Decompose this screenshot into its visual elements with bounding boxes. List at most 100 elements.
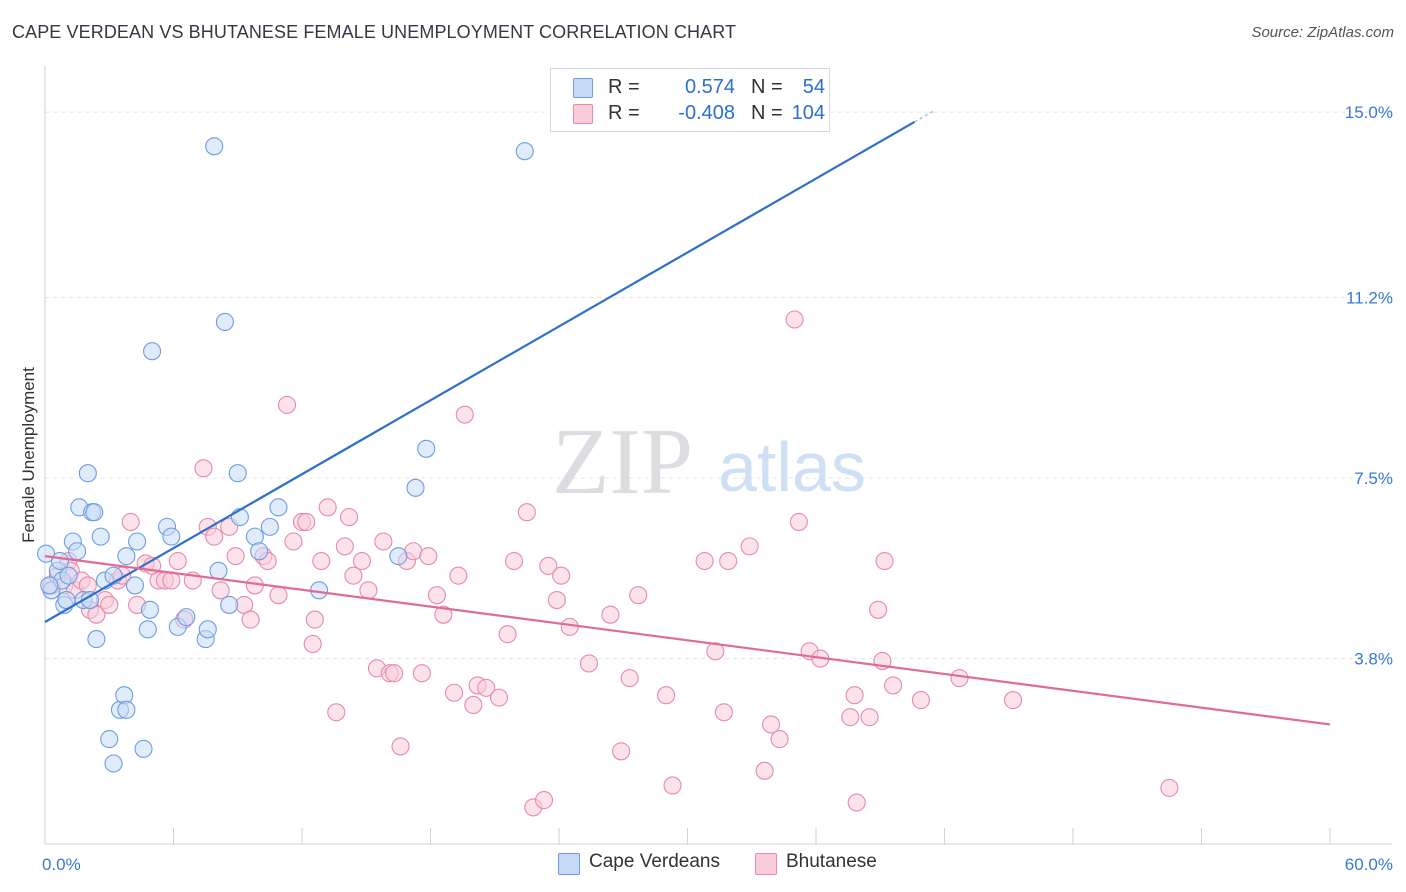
bhutanese-point xyxy=(205,527,224,546)
legend-r-value: 0.574 xyxy=(684,76,735,98)
bhutanese-point xyxy=(211,581,230,600)
bhutanese-point xyxy=(911,691,930,710)
cape-verdean-point xyxy=(117,547,136,566)
bhutanese-point xyxy=(884,676,903,695)
cape-verdean-point xyxy=(269,498,288,517)
bhutanese-point xyxy=(629,586,648,605)
bhutanese-point xyxy=(340,508,359,527)
bhutanese-point xyxy=(706,642,725,661)
bhutanese-point xyxy=(601,605,620,624)
bhutanese-point xyxy=(412,664,431,683)
legend-n-value: 54 xyxy=(802,76,825,98)
cape-verdean-point xyxy=(389,547,408,566)
bhutanese-point xyxy=(427,586,446,605)
cape-verdean-point xyxy=(68,542,87,561)
bhutanese-point xyxy=(785,310,804,329)
cape-verdean-point xyxy=(100,730,119,749)
cape-verdean-point xyxy=(59,566,78,585)
y-tick-label: 3.8% xyxy=(1354,650,1393,669)
cape-verdean-point xyxy=(228,464,247,483)
bhutanese-point xyxy=(950,669,969,688)
bhutanese-point xyxy=(385,664,404,683)
cape-verdean-point xyxy=(87,630,106,649)
legend-label: Cape Verdeans xyxy=(589,851,720,872)
bhutanese-point xyxy=(194,459,213,478)
cape-verdean-point xyxy=(177,608,196,627)
bhutanese-point xyxy=(477,678,496,697)
cape-verdean-point xyxy=(140,600,159,619)
bhutanese-point xyxy=(335,537,354,556)
legend-r-label: R = xyxy=(608,102,640,124)
cape-verdean-point xyxy=(209,561,228,580)
cape-verdean-point xyxy=(128,532,147,551)
x-tick-label: 60.0% xyxy=(1345,855,1393,874)
bhutanese-point xyxy=(327,703,346,722)
bhutanese-point xyxy=(419,547,438,566)
axes xyxy=(44,66,1392,845)
cape-verdean-point xyxy=(50,551,70,571)
cape-verdean-point xyxy=(91,527,110,546)
bhutanese-point xyxy=(740,537,759,556)
gridlines xyxy=(45,111,1392,660)
x-tick-labels: 0.0% 60.0% xyxy=(42,855,1393,874)
bhutanese-point xyxy=(100,595,119,614)
cape-verdean-point xyxy=(162,527,181,546)
bhutanese-point xyxy=(1160,778,1179,797)
legend-swatch-blue xyxy=(558,853,580,875)
bhutanese-point xyxy=(269,586,288,605)
chart-title: CAPE VERDEAN VS BHUTANESE FEMALE UNEMPLO… xyxy=(12,22,737,42)
legend-r-label: R = xyxy=(608,76,640,98)
y-tick-label: 11.2% xyxy=(1346,289,1393,308)
cape-verdean-point xyxy=(260,517,279,536)
cape-verdean-point xyxy=(406,478,425,497)
bhutanese-point xyxy=(498,625,517,644)
cape-verdean-point xyxy=(104,754,123,773)
bhutanese-point xyxy=(455,405,474,424)
bhutanese-point xyxy=(404,542,423,561)
cape-verdean-point xyxy=(205,137,224,156)
bhutanese-point xyxy=(359,581,378,600)
bhutanese-point xyxy=(297,512,316,532)
legend-swatch-pink xyxy=(573,104,593,124)
legend-n-value: 104 xyxy=(791,102,825,124)
bhutanese-point xyxy=(560,617,579,636)
cape-verdean-point xyxy=(37,544,56,563)
cape-verdean-point xyxy=(134,739,153,758)
bhutanese-point xyxy=(489,688,509,707)
cape-verdean-trend-line xyxy=(44,120,916,623)
bhutanese-point xyxy=(226,547,245,566)
bhutanese-point xyxy=(374,532,393,551)
bhutanese-point xyxy=(318,498,337,517)
y-tick-labels: 3.8% 7.5% 11.2% 15.0% xyxy=(1345,103,1393,668)
bhutanese-point xyxy=(534,791,554,810)
bhutanese-point xyxy=(312,551,331,571)
bhutanese-point xyxy=(841,708,860,727)
cape-verdean-point xyxy=(515,142,534,161)
legend-swatch-pink xyxy=(755,853,777,875)
bhutanese-point xyxy=(755,761,774,780)
cape-verdean-point xyxy=(215,312,234,331)
bhutanese-point xyxy=(303,634,322,654)
bhutanese-trend-line xyxy=(44,555,1331,726)
bhutanese-point xyxy=(1003,691,1023,710)
bhutanese-point xyxy=(344,566,363,585)
bhutanese-point xyxy=(875,551,894,571)
bhutanese-point xyxy=(761,715,781,734)
cape-verdean-point xyxy=(78,464,97,483)
bhutanese-point xyxy=(504,551,524,571)
bhutanese-point xyxy=(847,793,866,812)
bhutanese-point xyxy=(168,551,187,571)
cape-verdean-point xyxy=(250,542,269,561)
watermark-atlas: atlas xyxy=(718,428,866,506)
bhutanese-point xyxy=(305,610,324,629)
cape-verdean-trend-extension xyxy=(914,110,935,123)
legend-n-label: N = xyxy=(751,102,783,124)
bhutanese-point xyxy=(789,512,808,532)
cape-verdean-point xyxy=(85,503,104,522)
cape-verdean-point xyxy=(138,620,157,639)
bhutanese-point xyxy=(860,708,879,727)
bhutanese-point xyxy=(657,686,676,705)
bhutanese-point xyxy=(547,591,566,610)
cape-verdean-point xyxy=(417,439,436,458)
